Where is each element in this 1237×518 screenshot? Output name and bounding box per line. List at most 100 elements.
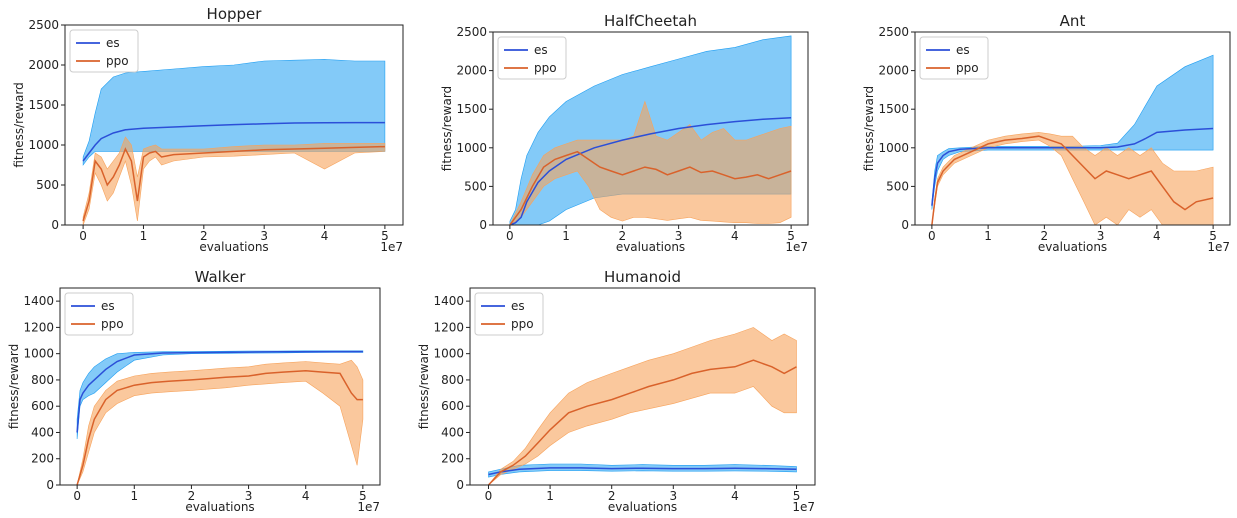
y-tick-label: 1200 xyxy=(433,320,464,334)
series-band-ppo xyxy=(488,327,797,485)
legend-label: es xyxy=(534,43,548,57)
series-line-ppo xyxy=(76,369,363,485)
x-tick-label: 3 xyxy=(669,489,677,503)
y-tick-label: 0 xyxy=(901,218,909,232)
legend-label: es xyxy=(956,43,970,57)
x-tick-label: 2 xyxy=(200,229,208,243)
series-line-es xyxy=(82,121,385,162)
y-axis-label: fitness/reward xyxy=(12,82,26,167)
x-tick-label: 3 xyxy=(260,229,268,243)
y-tick-label: 1000 xyxy=(28,138,59,152)
plot-area xyxy=(509,35,792,225)
y-tick-label: 1400 xyxy=(433,294,464,308)
chart-panel: 0 1 2 3 4 5 0 200 400 600 800 1000 1200 1400 Walker eva… xyxy=(7,268,381,514)
x-offset-label: 1e7 xyxy=(792,500,815,514)
y-tick-label: 1000 xyxy=(23,347,54,361)
chart-panel: 0 1 2 3 4 5 0 500 1000 1500 2000 2500 Hopper evaluati… xyxy=(12,5,404,254)
x-tick-label: 5 xyxy=(793,489,801,503)
x-tick-label: 1 xyxy=(546,489,554,503)
x-tick-label: 0 xyxy=(79,229,87,243)
y-tick-label: 1500 xyxy=(456,102,487,116)
y-tick-label: 500 xyxy=(886,179,909,193)
y-tick-label: 0 xyxy=(46,478,54,492)
x-tick-label: 2 xyxy=(188,489,196,503)
legend-label: ppo xyxy=(106,54,129,68)
series-line-ppo xyxy=(931,135,1214,225)
series-line-es xyxy=(509,116,792,225)
chart-title: Ant xyxy=(1060,12,1086,30)
x-tick-label: 3 xyxy=(675,229,683,243)
x-tick-label: 4 xyxy=(1153,229,1161,243)
series-line-ppo xyxy=(509,150,792,225)
y-axis-label: fitness/reward xyxy=(440,86,454,171)
y-tick-label: 1500 xyxy=(878,102,909,116)
x-offset-label: 1e7 xyxy=(1207,240,1230,254)
y-tick-label: 400 xyxy=(441,425,464,439)
legend-label: es xyxy=(511,299,525,313)
x-tick-label: 4 xyxy=(321,229,329,243)
legend: es ppo xyxy=(64,292,134,336)
x-tick-label: 2 xyxy=(608,489,616,503)
series-line-es xyxy=(76,350,363,433)
series-band-es xyxy=(76,350,364,440)
axes-frame xyxy=(914,31,1231,226)
x-tick-label: 2 xyxy=(619,229,627,243)
y-tick-label: 200 xyxy=(441,452,464,466)
x-offset-label: 1e7 xyxy=(380,240,403,254)
chart-title: Walker xyxy=(195,268,247,286)
x-axis-label: evaluations xyxy=(1038,240,1107,254)
chart-title: Humanoid xyxy=(604,268,681,286)
x-tick-label: 2 xyxy=(1041,229,1049,243)
series-line-es xyxy=(931,127,1214,206)
x-tick-label: 5 xyxy=(1209,229,1217,243)
series-band-ppo xyxy=(76,359,364,485)
y-tick-label: 1000 xyxy=(456,141,487,155)
plot-area xyxy=(487,327,797,485)
y-tick-label: 500 xyxy=(36,178,59,192)
x-tick-label: 0 xyxy=(73,489,81,503)
y-tick-label: 0 xyxy=(456,478,464,492)
y-tick-label: 2000 xyxy=(878,64,909,78)
x-tick-label: 4 xyxy=(731,489,739,503)
x-tick-label: 4 xyxy=(302,489,310,503)
axes-frame xyxy=(59,287,381,486)
x-axis-label: evaluations xyxy=(199,240,268,254)
plot-area xyxy=(931,54,1214,225)
y-tick-label: 2500 xyxy=(28,18,59,32)
x-tick-label: 1 xyxy=(562,229,570,243)
y-tick-label: 800 xyxy=(31,373,54,387)
y-tick-label: 1400 xyxy=(23,294,54,308)
legend-label: es xyxy=(101,299,115,313)
y-tick-label: 1200 xyxy=(23,320,54,334)
series-band-ppo xyxy=(82,136,386,225)
y-tick-label: 1000 xyxy=(878,141,909,155)
y-axis-label: fitness/reward xyxy=(417,344,431,429)
chart-panel: 0 1 2 3 4 5 0 500 1000 1500 2000 2500 Ant evaluations… xyxy=(862,12,1231,254)
x-tick-label: 4 xyxy=(731,229,739,243)
legend-label: es xyxy=(106,36,120,50)
legend-label: ppo xyxy=(101,317,124,331)
x-tick-label: 1 xyxy=(984,229,992,243)
y-tick-label: 0 xyxy=(479,218,487,232)
axes-frame xyxy=(492,31,809,226)
x-tick-label: 1 xyxy=(140,229,148,243)
y-tick-label: 1500 xyxy=(28,98,59,112)
y-tick-label: 800 xyxy=(441,373,464,387)
y-tick-label: 2500 xyxy=(878,25,909,39)
axes-frame xyxy=(469,287,816,486)
plot-area xyxy=(76,350,364,485)
series-band-es xyxy=(488,463,797,478)
series-line-es xyxy=(488,467,797,476)
legend-label: ppo xyxy=(956,61,979,75)
y-tick-label: 2500 xyxy=(456,25,487,39)
x-offset-label: 1e7 xyxy=(785,240,808,254)
y-tick-label: 0 xyxy=(51,218,59,232)
y-tick-label: 200 xyxy=(31,452,54,466)
x-axis-label: evaluations xyxy=(185,500,254,514)
y-tick-label: 2000 xyxy=(28,58,59,72)
plot-area xyxy=(82,59,386,225)
x-tick-label: 1 xyxy=(130,489,138,503)
legend: es ppo xyxy=(474,292,544,336)
chart-panel: 0 1 2 3 4 5 0 200 400 600 800 1000 1200 1400 Humanoid e… xyxy=(417,268,816,514)
